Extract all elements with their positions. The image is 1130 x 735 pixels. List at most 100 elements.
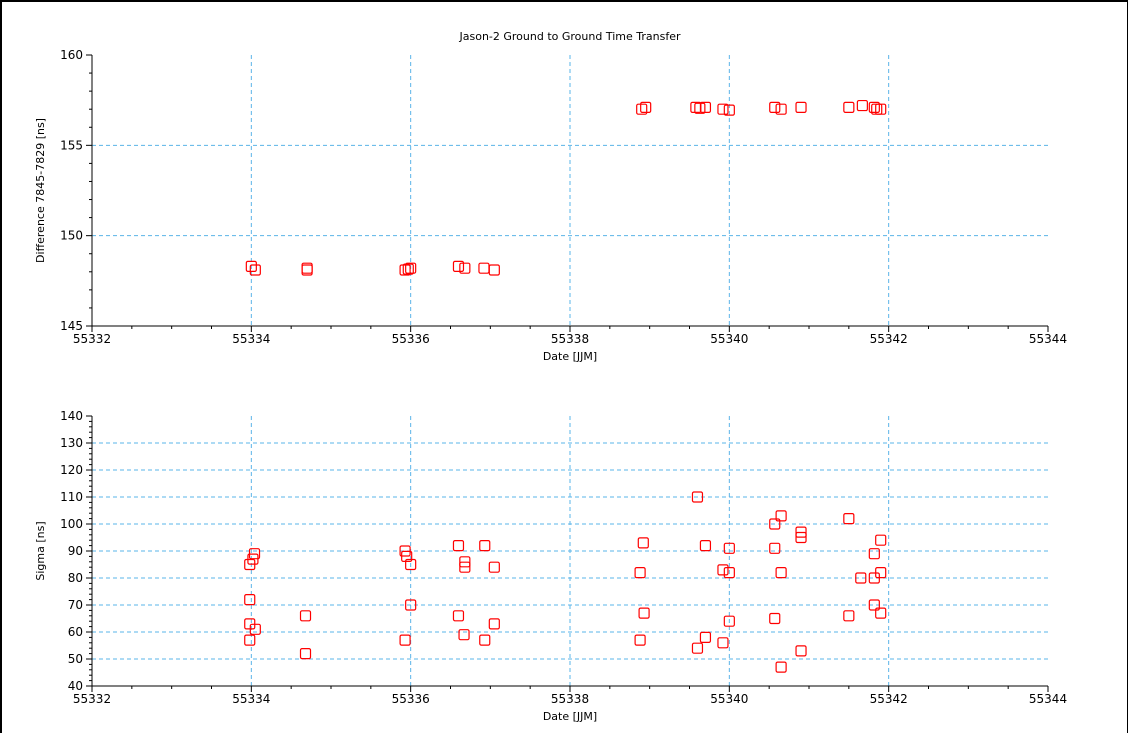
bottom-y-tick-label: 130 (60, 436, 83, 450)
bottom-data-point (875, 566, 887, 579)
bottom-data-point (637, 537, 649, 549)
bottom-data-point (769, 518, 781, 530)
bottom-data-point (723, 566, 735, 579)
bottom-data-point (775, 661, 787, 673)
top-x-tick-label: 55344 (1029, 332, 1067, 346)
bottom-data-point (775, 566, 787, 579)
bottom-data-point (638, 607, 650, 619)
bottom-data-point (723, 615, 735, 627)
top-x-tick-label: 55342 (870, 332, 908, 346)
top-x-tick-label: 55334 (232, 332, 270, 346)
bottom-y-tick-label: 110 (60, 490, 83, 504)
top-data-point (694, 102, 706, 114)
bottom-data-point (452, 610, 465, 622)
bottom-plot-sigma: 55332 55334 55336 55338 55340 55342 55344 40 50 6… (34, 409, 1067, 723)
bottom-data-point (769, 612, 781, 625)
bottom-x-tick-label: 55342 (870, 692, 908, 706)
bottom-data-point (244, 593, 256, 606)
bottom-y-tick-label: 90 (68, 544, 83, 558)
top-data-point (843, 101, 855, 113)
top-plot-difference: 55332 55334 55336 55338 55340 55342 55344 145 15… (34, 48, 1067, 363)
top-y-tick-label: 150 (60, 229, 83, 243)
bottom-x-tick-label: 55340 (710, 692, 748, 706)
bottom-data-point (249, 623, 261, 635)
bottom-data-point (488, 618, 500, 630)
bottom-data-point (699, 539, 712, 552)
top-x-tick-label: 55338 (551, 332, 589, 346)
bottom-data-point (691, 491, 704, 503)
bottom-data-point (405, 558, 417, 571)
top-data-point (723, 104, 735, 116)
top-x-tick-label: 55332 (73, 332, 111, 346)
bottom-data-point (479, 539, 491, 552)
top-data-point (249, 264, 261, 276)
bottom-data-point (405, 599, 417, 611)
top-data-point (478, 262, 490, 274)
bottom-data-point (723, 542, 735, 554)
bottom-y-tick-label: 70 (68, 598, 83, 612)
bottom-data-point (699, 631, 712, 644)
top-data-point (452, 260, 465, 272)
top-data-point (402, 263, 414, 275)
bottom-data-point (247, 553, 259, 565)
bottom-data-point (795, 645, 807, 657)
bottom-y-tick-label: 120 (60, 463, 83, 477)
bottom-y-tick-label: 50 (68, 652, 83, 666)
chart-title: Jason-2 Ground to Ground Time Transfer (459, 30, 681, 43)
bottom-y-tick-label: 60 (68, 625, 83, 639)
bottom-data-point (399, 634, 411, 646)
bottom-x-tick-label: 55334 (232, 692, 270, 706)
bottom-data-point (795, 531, 807, 544)
bottom-data-point (459, 561, 471, 573)
bottom-data-point (299, 610, 312, 622)
top-x-axis-label: Date [JJM] (543, 350, 597, 363)
top-y-tick-label: 145 (60, 319, 83, 333)
bottom-data-point (717, 564, 729, 576)
bottom-data-point (459, 556, 471, 568)
bottom-data-point (868, 548, 880, 560)
bottom-data-point (843, 512, 855, 525)
bottom-data-point (479, 634, 491, 646)
top-data-point (636, 103, 648, 115)
bottom-data-point (868, 599, 880, 611)
bottom-y-tick-label: 40 (68, 679, 83, 693)
bottom-data-point (855, 572, 867, 584)
bottom-data-point (488, 561, 500, 573)
bottom-x-tick-label: 55338 (551, 692, 589, 706)
bottom-data-point (634, 566, 646, 579)
top-data-point (868, 101, 880, 113)
top-data-point (717, 103, 729, 115)
top-data-point (699, 101, 712, 113)
top-data-point (245, 260, 257, 272)
bottom-x-tick-label: 55344 (1029, 692, 1067, 706)
top-data-point (875, 103, 887, 115)
top-data-point (405, 262, 417, 274)
top-y-axis-label: Difference 7845-7829 [ns] (34, 118, 47, 263)
bottom-y-tick-label: 80 (68, 571, 83, 585)
top-data-point (301, 264, 313, 276)
bottom-data-point (634, 634, 646, 646)
bottom-data-point (795, 526, 807, 538)
bottom-y-tick-label: 100 (60, 517, 83, 531)
top-x-tick-label: 55336 (392, 332, 430, 346)
bottom-y-axis-label: Sigma [ns] (34, 521, 47, 580)
bottom-data-point (458, 629, 470, 641)
top-data-point (856, 99, 868, 112)
top-y-tick-label: 160 (60, 48, 83, 62)
bottom-x-tick-label: 55332 (73, 692, 111, 706)
bottom-data-point (299, 647, 312, 660)
top-data-point (640, 101, 652, 113)
bottom-data-point (691, 642, 704, 654)
bottom-data-point (875, 607, 887, 619)
bottom-data-point (717, 637, 729, 649)
bottom-y-tick-label: 140 (60, 409, 83, 423)
bottom-data-point (875, 534, 887, 546)
bottom-data-point (452, 539, 465, 552)
bottom-data-point (401, 550, 413, 563)
bottom-x-tick-label: 55336 (392, 692, 430, 706)
bottom-data-point (769, 542, 781, 554)
bottom-data-point (775, 510, 787, 522)
top-data-point (795, 101, 807, 113)
